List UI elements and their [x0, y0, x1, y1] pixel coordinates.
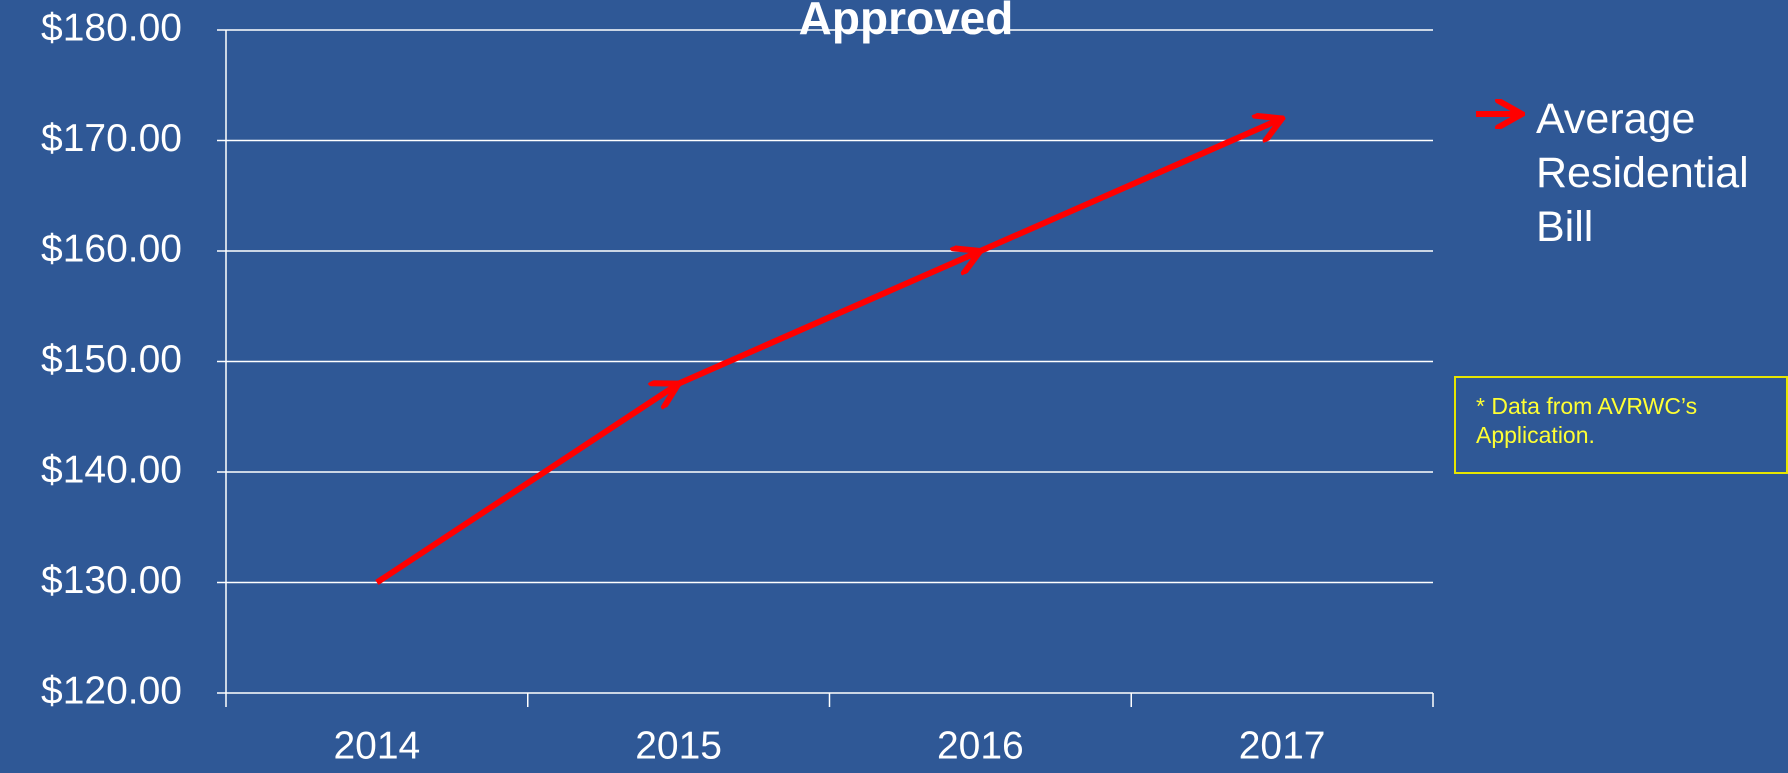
x-tick-label: 2015	[635, 724, 722, 767]
data-line	[375, 118, 1282, 586]
y-tick-label: $150.00	[41, 338, 182, 381]
y-tick-label: $130.00	[41, 559, 182, 602]
y-tick-label: $140.00	[41, 448, 182, 491]
x-tick-label: 2016	[937, 724, 1024, 767]
y-tick-label: $170.00	[41, 117, 182, 160]
legend-label: Average Residential Bill	[1536, 95, 1749, 251]
y-tick-label: $160.00	[41, 227, 182, 270]
annotation: * Data from AVRWC’s Application.	[1454, 376, 1788, 474]
chart-title: Approved	[799, 0, 1014, 44]
x-tick-label: 2014	[333, 724, 420, 767]
x-tick-label: 2017	[1239, 724, 1326, 767]
y-tick-label: $180.00	[41, 6, 182, 49]
y-tick-label: $120.00	[41, 669, 182, 712]
